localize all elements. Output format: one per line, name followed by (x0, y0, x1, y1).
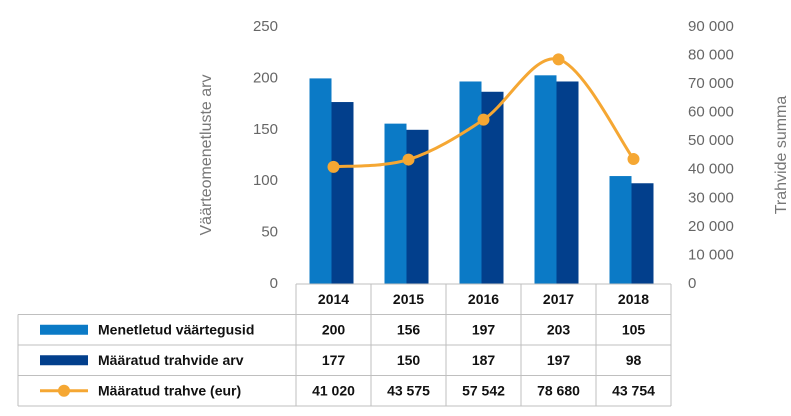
bar (384, 123, 407, 284)
line-marker (477, 113, 490, 126)
legend-label: Määratud trahvide arv (98, 352, 244, 368)
table-value: 105 (622, 321, 646, 337)
legend-swatch (40, 355, 88, 366)
y-tick-label: 0 (270, 275, 278, 292)
line (333, 57, 635, 169)
legend-swatch (40, 324, 88, 335)
table-value: 203 (547, 321, 571, 337)
y2-axis-title: Trahvide summa (773, 96, 790, 215)
y2-tick-label: 80 000 (688, 47, 734, 64)
bar (556, 81, 579, 284)
table-value: 43 754 (612, 382, 655, 398)
x-tick-label: 2016 (468, 291, 499, 307)
y-tick-label: 250 (253, 18, 278, 35)
x-tick-label: 2017 (543, 291, 574, 307)
bar (331, 102, 354, 284)
y2-tick-label: 0 (688, 275, 696, 292)
bar (309, 78, 332, 285)
table-value: 197 (547, 352, 571, 368)
bar (631, 183, 654, 284)
x-tick-label: 2014 (318, 291, 349, 307)
legend-label: Menetletud väärtegusid (98, 321, 254, 337)
y-tick-label: 100 (253, 172, 278, 189)
table-value: 43 575 (387, 382, 430, 398)
y-tick-label: 150 (253, 121, 278, 138)
legend-marker (58, 384, 70, 397)
table-value: 156 (397, 321, 421, 337)
y-axis-title: Väärteomenetluste arv (198, 75, 215, 236)
bar (481, 91, 504, 284)
y-tick-label: 50 (261, 224, 278, 241)
bar (609, 176, 632, 284)
table-value: 200 (322, 321, 346, 337)
table-value: 57 542 (462, 382, 505, 398)
y2-tick-label: 40 000 (688, 161, 734, 178)
table-value: 187 (472, 352, 496, 368)
line-marker (402, 153, 415, 166)
bar (459, 81, 482, 284)
bar (406, 129, 429, 284)
x-tick-label: 2018 (618, 291, 649, 307)
y2-tick-label: 10 000 (688, 246, 734, 263)
table-value: 177 (322, 352, 346, 368)
line-marker (627, 153, 640, 166)
legend-label: Määratud trahve (eur) (98, 382, 241, 398)
y-tick-label: 200 (253, 69, 278, 86)
table-value: 78 680 (537, 382, 580, 398)
y2-tick-label: 70 000 (688, 75, 734, 92)
y2-tick-label: 30 000 (688, 189, 734, 206)
table-value: 150 (397, 352, 421, 368)
line-marker (552, 53, 565, 66)
y2-tick-label: 60 000 (688, 104, 734, 121)
bar (534, 75, 557, 284)
table-value: 98 (626, 352, 642, 368)
y2-tick-label: 90 000 (688, 18, 734, 35)
line-marker (327, 160, 340, 173)
y2-tick-label: 20 000 (688, 218, 734, 235)
y2-tick-label: 50 000 (688, 132, 734, 149)
x-tick-label: 2015 (393, 291, 424, 307)
table-value: 197 (472, 321, 496, 337)
table-value: 41 020 (312, 382, 355, 398)
